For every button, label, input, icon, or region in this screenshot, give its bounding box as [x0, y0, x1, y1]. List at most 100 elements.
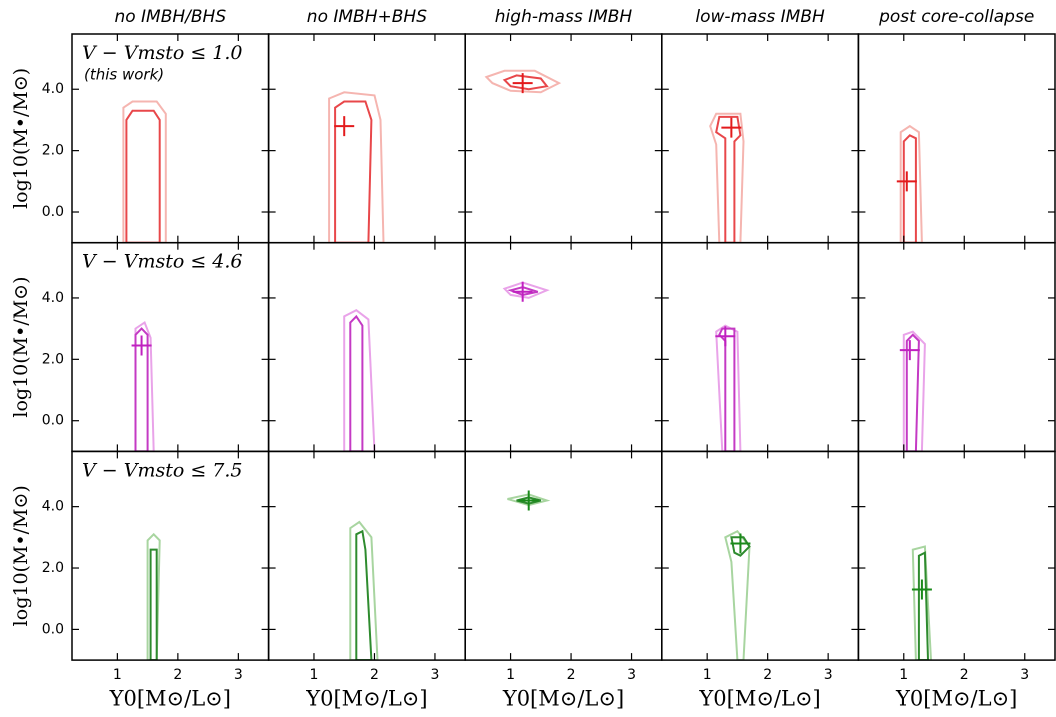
x-tick-label: 3 — [824, 667, 833, 683]
panel — [502, 281, 550, 302]
true-value-marker — [131, 335, 152, 356]
x-axis-label: Υ0[M⊙/L⊙] — [109, 687, 231, 711]
true-value-marker — [715, 326, 736, 347]
x-tick-label: 3 — [234, 667, 243, 683]
panel — [911, 545, 933, 661]
y-axis-label: log10(M•/M⊙) — [10, 276, 32, 417]
panel-frame — [464, 450, 663, 661]
y-tick-label: 2.0 — [42, 351, 64, 367]
y-tick-label: 4.0 — [42, 499, 64, 515]
contour — [715, 115, 742, 243]
column-title: high-mass IMBH — [495, 7, 633, 27]
true-value-marker — [512, 281, 533, 302]
panel — [724, 529, 751, 661]
contour — [516, 496, 542, 505]
panel-frame — [71, 241, 270, 453]
x-tick-label: 1 — [899, 667, 908, 683]
contour — [349, 314, 364, 452]
panel-frame — [267, 33, 466, 244]
panel-frame — [857, 241, 1056, 453]
x-tick-label: 1 — [703, 667, 712, 683]
contour — [328, 91, 385, 243]
contour — [905, 333, 920, 452]
contour — [724, 529, 751, 661]
panel-frame — [464, 241, 663, 453]
y-axis-label: log10(M•/M⊙) — [10, 68, 32, 209]
panel — [349, 520, 379, 661]
contour — [146, 532, 161, 661]
contour — [149, 548, 158, 661]
panel-frame — [71, 450, 270, 661]
x-tick-label: 2 — [173, 667, 182, 683]
contour — [507, 286, 539, 296]
x-tick-label: 1 — [113, 667, 122, 683]
panel — [899, 330, 926, 452]
true-value-marker — [896, 171, 917, 192]
panel — [146, 532, 161, 661]
panel-frame — [464, 33, 663, 244]
contour — [502, 281, 550, 299]
contour — [122, 100, 167, 243]
panel-frame — [661, 241, 860, 453]
y-tick-label: 0.0 — [42, 413, 64, 429]
x-tick-label: 2 — [567, 667, 576, 683]
true-value-marker — [721, 117, 742, 138]
panel-frame — [857, 450, 1056, 661]
column-title: no IMBH+BHS — [307, 7, 427, 27]
contour — [899, 124, 923, 243]
contour — [709, 112, 745, 243]
true-value-marker — [334, 116, 355, 137]
true-value-marker — [512, 73, 533, 94]
x-tick-label: 3 — [430, 667, 439, 683]
row-label: V − Vmsto ≤ 4.6 — [82, 251, 243, 273]
x-tick-label: 3 — [627, 667, 636, 683]
panel — [709, 112, 745, 243]
y-tick-label: 4.0 — [42, 81, 64, 97]
y-axis-label: log10(M•/M⊙) — [10, 485, 32, 626]
contour — [911, 545, 933, 661]
x-axis-label: Υ0[M⊙/L⊙] — [502, 687, 624, 711]
contour — [349, 520, 379, 661]
row-label: V − Vmsto ≤ 1.0 — [82, 42, 243, 64]
panel — [131, 320, 155, 452]
column-title: low-mass IMBH — [695, 7, 825, 27]
contour — [343, 309, 376, 452]
contour — [355, 529, 373, 661]
true-value-marker — [518, 490, 539, 511]
true-value-marker — [730, 533, 751, 554]
column-title: post core-collapse — [878, 7, 1034, 27]
x-tick-label: 2 — [370, 667, 379, 683]
true-value-marker — [899, 340, 920, 361]
x-axis-label: Υ0[M⊙/L⊙] — [698, 687, 820, 711]
contour — [484, 69, 562, 94]
contour — [134, 327, 149, 452]
panel-frame — [267, 241, 466, 453]
contour — [134, 320, 155, 452]
contour — [507, 493, 551, 507]
panel — [343, 309, 376, 452]
panel-frame — [267, 450, 466, 661]
contour — [902, 330, 926, 452]
y-tick-label: 2.0 — [42, 143, 64, 159]
contour — [715, 324, 742, 452]
x-tick-label: 3 — [1020, 667, 1029, 683]
x-tick-label: 2 — [960, 667, 969, 683]
panel — [328, 91, 385, 243]
y-tick-label: 0.0 — [42, 621, 64, 637]
panel-frame — [661, 450, 860, 661]
x-tick-label: 2 — [763, 667, 772, 683]
x-axis-label: Υ0[M⊙/L⊙] — [305, 687, 427, 711]
row-note: (this work) — [84, 66, 164, 84]
panel — [715, 324, 742, 452]
column-title: no IMBH/BHS — [114, 7, 226, 27]
y-tick-label: 2.0 — [42, 560, 64, 576]
row-label: V − Vmsto ≤ 7.5 — [82, 459, 243, 481]
contour — [334, 100, 373, 243]
true-value-marker — [911, 579, 932, 600]
panel-frame — [661, 33, 860, 244]
contour — [730, 536, 751, 557]
panel — [507, 490, 551, 511]
panel-frame — [857, 33, 1056, 244]
panel — [484, 69, 562, 94]
x-tick-label: 1 — [310, 667, 319, 683]
